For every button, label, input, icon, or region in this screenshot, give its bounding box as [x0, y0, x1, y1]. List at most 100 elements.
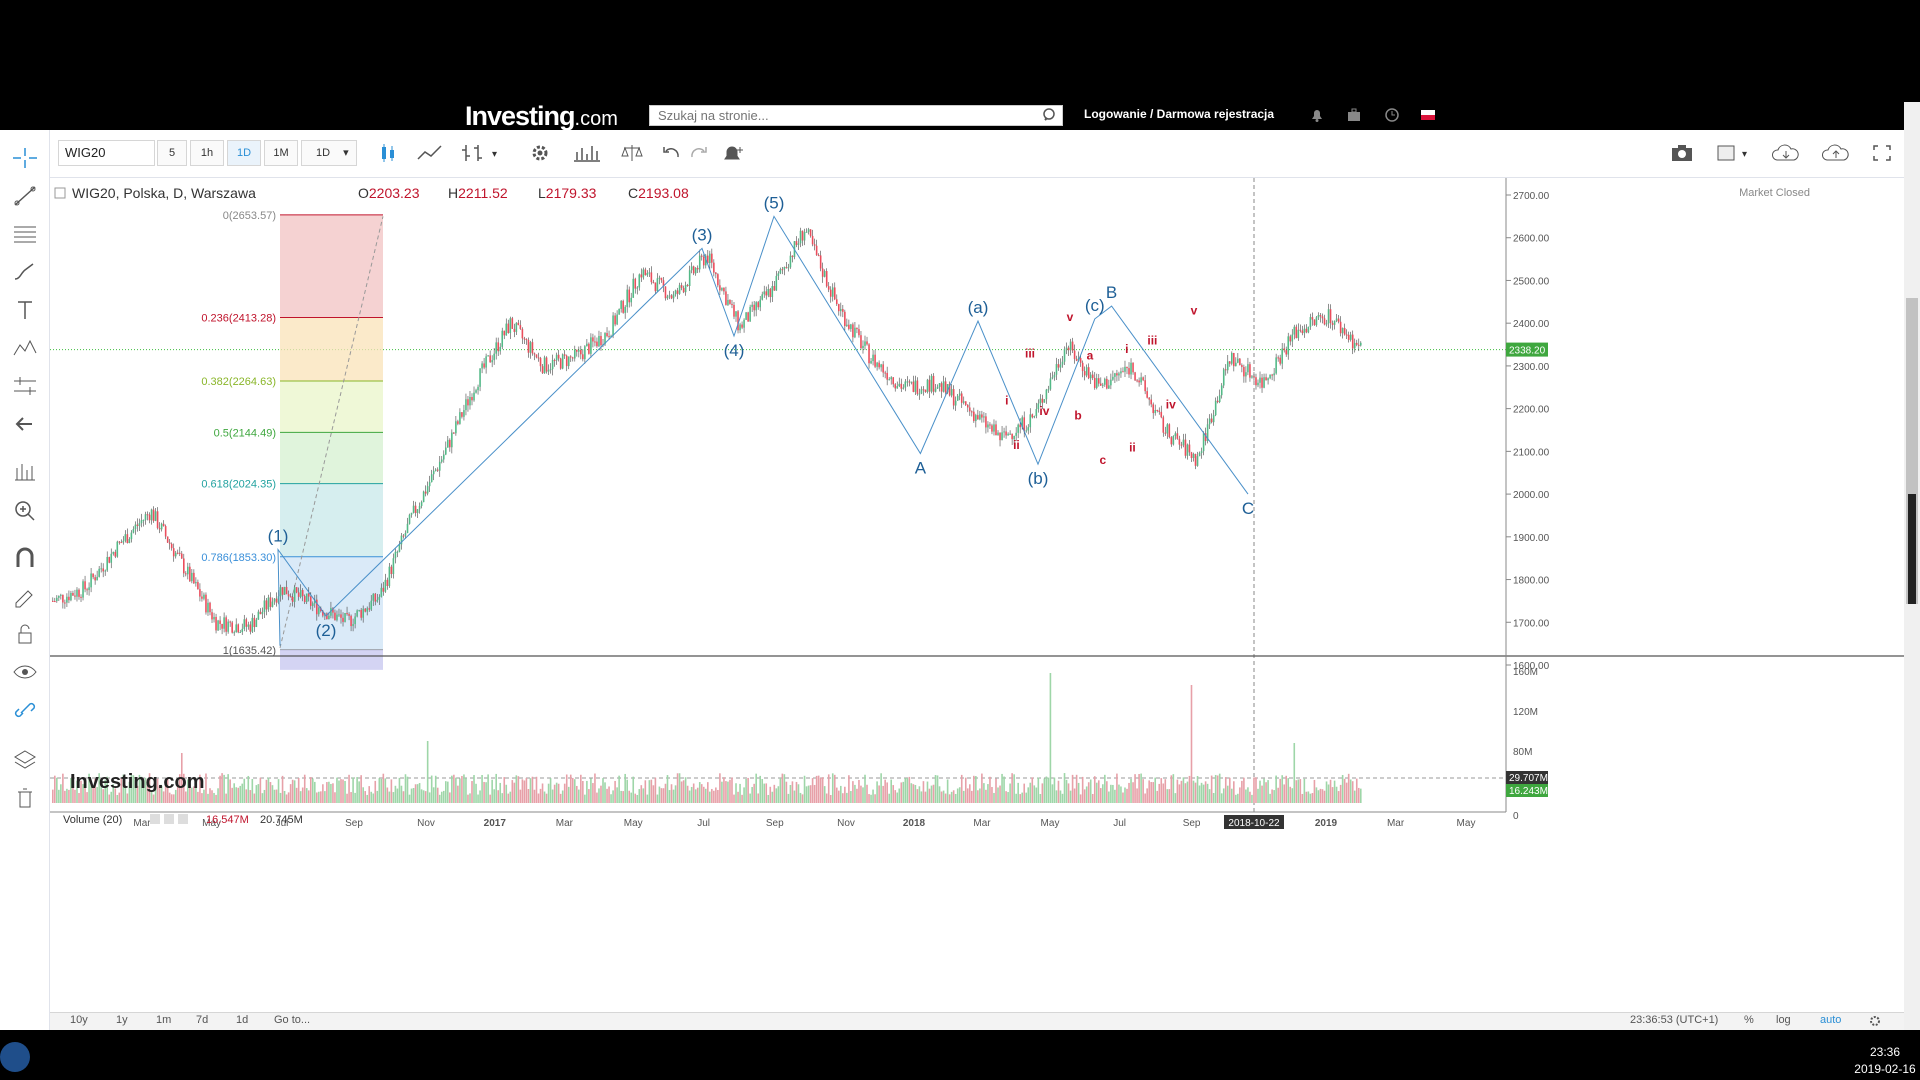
interval-1m[interactable]: 1M: [264, 140, 298, 166]
goto-button[interactable]: Go to...: [274, 1014, 311, 1026]
candle-body: [62, 594, 64, 603]
volume-eye-icon[interactable]: [164, 814, 174, 824]
scales-icon[interactable]: [616, 142, 648, 164]
volume-bar: [1093, 776, 1096, 803]
login-link[interactable]: Logowanie / Darmowa rejestracja: [1084, 107, 1275, 121]
bell-icon[interactable]: [1309, 107, 1325, 123]
volume-bar: [723, 777, 725, 803]
taskbar-time[interactable]: 23:36: [1869, 1045, 1901, 1059]
measure-icon[interactable]: [10, 373, 40, 399]
candles-icon[interactable]: [372, 142, 404, 164]
wave-path[interactable]: [277, 215, 1249, 646]
text-icon[interactable]: [10, 297, 40, 323]
ruler-icon[interactable]: [10, 459, 40, 485]
start-button[interactable]: [0, 1042, 30, 1072]
collapse-icon[interactable]: [54, 187, 66, 199]
redo-icon[interactable]: [686, 142, 712, 164]
brush-icon[interactable]: [10, 259, 40, 285]
alert-icon[interactable]: [718, 142, 748, 164]
volume-bar: [882, 785, 884, 803]
percent-toggle[interactable]: %: [1744, 1014, 1754, 1026]
fib-icon[interactable]: [10, 221, 40, 247]
price-chart[interactable]: 0(2653.57) 0.236(2413.28) 0.382(2264.63) 0.…: [50, 178, 1904, 1012]
volume-bar: [388, 791, 391, 803]
range-1m[interactable]: 1m: [156, 1014, 172, 1026]
lock-draw-icon[interactable]: [10, 583, 40, 609]
fullscreen-icon[interactable]: [1868, 142, 1896, 164]
camera-icon[interactable]: [1664, 142, 1700, 164]
volume-bar: [320, 791, 322, 803]
chart-settings-icon[interactable]: [1868, 1014, 1882, 1028]
clock-icon[interactable]: [1384, 107, 1400, 123]
site-logo[interactable]: Investing.com: [465, 101, 618, 132]
trash-icon[interactable]: [10, 785, 40, 811]
volume-bar: [1184, 783, 1187, 803]
search-input[interactable]: [649, 105, 1063, 126]
volume-bar: [1059, 790, 1062, 803]
candle-body: [815, 245, 818, 256]
volume-bar: [991, 786, 993, 803]
interval-1h[interactable]: 1h: [190, 140, 224, 166]
legend-low-value: 2179.33: [546, 185, 597, 201]
candle-body: [1160, 411, 1163, 418]
pattern-icon[interactable]: [10, 335, 40, 361]
pl-flag-icon[interactable]: [1421, 110, 1435, 120]
candle-body: [999, 432, 1001, 441]
taskbar-date[interactable]: 2019-02-16: [1854, 1062, 1916, 1076]
candle-body: [912, 381, 915, 392]
unlock-icon[interactable]: [10, 621, 40, 647]
fib-level-label: 1(1635.42): [223, 645, 276, 657]
crosshair-icon[interactable]: [10, 145, 40, 171]
symbol-input[interactable]: WIG20: [58, 140, 155, 166]
fib-retracement[interactable]: 0(2653.57) 0.236(2413.28) 0.382(2264.63) 0.…: [201, 210, 384, 670]
interval-1d[interactable]: 1D: [227, 140, 261, 166]
interval-dropdown[interactable]: 1D ▾: [301, 140, 357, 166]
candle-body: [779, 269, 782, 274]
range-7d[interactable]: 7d: [196, 1014, 209, 1026]
candle-body: [682, 287, 685, 293]
candle-body: [817, 255, 820, 257]
legend-open: O2203.23: [358, 185, 420, 201]
magnet-icon[interactable]: [10, 545, 40, 571]
volume-bar: [650, 779, 653, 803]
indicators-icon[interactable]: [414, 142, 446, 164]
volume-close-icon[interactable]: [178, 814, 188, 824]
undo-icon[interactable]: [658, 142, 684, 164]
candle-body: [424, 491, 427, 494]
compare-icon[interactable]: ▾: [456, 142, 504, 164]
candle-body: [158, 527, 161, 530]
range-1d[interactable]: 1d: [236, 1014, 249, 1026]
volume-bar: [811, 778, 814, 803]
volume-bar: [555, 782, 558, 803]
cloud-save-icon[interactable]: [1818, 142, 1854, 164]
range-1y[interactable]: 1y: [116, 1014, 128, 1026]
auto-toggle[interactable]: auto: [1820, 1014, 1842, 1026]
candle-body: [56, 597, 58, 602]
layout-icon[interactable]: ▾: [1710, 142, 1754, 164]
back-arrow-icon[interactable]: [10, 411, 40, 437]
candle-body: [612, 315, 614, 336]
briefcase-icon[interactable]: [1346, 107, 1362, 123]
link-icon[interactable]: [10, 697, 40, 723]
volume-bar: [680, 781, 683, 803]
layers-icon[interactable]: [10, 747, 40, 773]
log-toggle[interactable]: log: [1776, 1014, 1791, 1026]
search-icon[interactable]: [1042, 107, 1058, 123]
settings-icon[interactable]: [524, 142, 556, 164]
candle-body: [864, 341, 866, 346]
volume-settings-icon[interactable]: [150, 814, 160, 824]
candle-body: [162, 523, 165, 527]
volume-bar: [973, 775, 975, 803]
volume-bar: [1285, 775, 1288, 803]
volume-bar: [279, 792, 282, 803]
eye-icon[interactable]: [10, 659, 40, 685]
cloud-load-icon[interactable]: [1768, 142, 1804, 164]
elliott-waves[interactable]: (1)(2)(3)(4)(5)A(a)(b)(c)BCiiiiiiivvabci…: [268, 193, 1255, 646]
bars-icon[interactable]: [570, 142, 602, 164]
trendline-icon[interactable]: [10, 183, 40, 209]
interval-5[interactable]: 5: [157, 140, 187, 166]
zoom-icon[interactable]: [10, 497, 40, 523]
range-10y[interactable]: 10y: [70, 1014, 88, 1026]
volume-bar: [1100, 788, 1102, 803]
candle-body: [1323, 318, 1326, 325]
